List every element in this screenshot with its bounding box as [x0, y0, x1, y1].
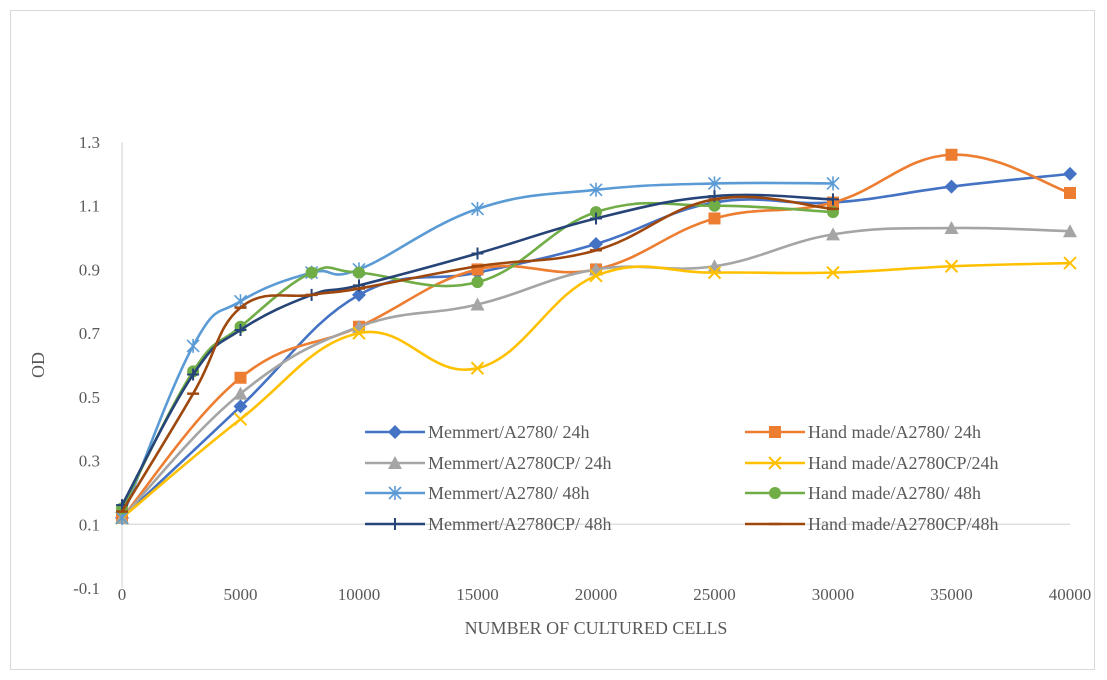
- y-tick-label: 0.1: [79, 515, 100, 534]
- series-line: [120, 193, 835, 507]
- data-point: [944, 221, 959, 235]
- legend-marker: [769, 487, 781, 499]
- data-point: [471, 276, 484, 289]
- data-point: [352, 326, 366, 340]
- legend-item: Memmert/A2780/ 48h: [365, 483, 589, 503]
- legend-item: Memmert/A2780/ 24h: [365, 422, 589, 442]
- data-point: [944, 259, 959, 273]
- legend-label: Memmert/A2780CP/ 48h: [428, 514, 612, 534]
- x-tick-label: 10000: [338, 585, 381, 604]
- data-point: [187, 368, 200, 381]
- legend-item: Hand made/A2780/ 48h: [745, 483, 981, 503]
- data-point: [590, 212, 602, 225]
- y-tick-label: 0.7: [79, 324, 101, 343]
- series-line: [120, 172, 1072, 520]
- data-point: [589, 236, 603, 251]
- legend-item: Hand made/A2780CP/48h: [745, 514, 999, 534]
- data-point: [234, 371, 247, 384]
- data-point: [708, 199, 721, 212]
- data-point: [353, 266, 365, 279]
- x-axis-title: NUMBER OF CULTURED CELLS: [465, 618, 728, 638]
- series-layer: [115, 148, 1077, 525]
- data-point: [590, 206, 602, 219]
- legend-label: Hand made/A2780CP/24h: [808, 453, 999, 473]
- data-point: [233, 399, 248, 414]
- series-line: [120, 201, 835, 510]
- data-point: [233, 386, 248, 400]
- data-point: [305, 266, 318, 279]
- x-tick-label: 0: [118, 585, 127, 604]
- y-tick-label: 0.9: [79, 260, 100, 279]
- data-point: [708, 212, 721, 225]
- x-tick-label: 20000: [575, 585, 618, 604]
- data-point: [826, 176, 840, 191]
- x-tick-label: 40000: [1049, 585, 1092, 604]
- legend-label: Hand made/A2780/ 48h: [808, 483, 981, 503]
- series-7: [116, 190, 839, 512]
- series-line: [120, 181, 835, 520]
- legend-label: Memmert/A2780CP/ 24h: [428, 453, 612, 473]
- legend-label: Memmert/A2780/ 24h: [428, 422, 589, 442]
- legend-marker: [389, 518, 401, 530]
- legend: Memmert/A2780/ 24h Hand made/A2780/ 24h Me…: [365, 422, 999, 534]
- data-point: [1063, 224, 1077, 238]
- data-point: [470, 361, 485, 375]
- series-line: [120, 195, 835, 513]
- data-point: [589, 182, 603, 197]
- y-tick-label: 1.3: [79, 133, 100, 152]
- legend-label: Memmert/A2780/ 48h: [428, 483, 589, 503]
- data-point: [589, 269, 603, 283]
- legend-marker: [388, 425, 402, 439]
- series-line: [120, 226, 1072, 520]
- data-point: [827, 193, 839, 206]
- x-tick-label: 25000: [693, 585, 736, 604]
- legend-item: Memmert/A2780CP/ 24h: [365, 453, 612, 473]
- legend-label: Hand made/A2780/ 24h: [808, 422, 981, 442]
- legend-marker: [388, 486, 402, 500]
- data-point: [234, 323, 247, 336]
- legend-marker: [388, 456, 402, 469]
- data-point: [233, 412, 248, 426]
- chart-frame: [10, 10, 1095, 670]
- data-point: [186, 338, 200, 353]
- x-tick-label: 35000: [930, 585, 973, 604]
- data-point: [707, 176, 722, 191]
- data-point: [1064, 186, 1076, 199]
- y-axis-title: OD: [28, 352, 48, 378]
- data-point: [944, 179, 959, 194]
- series-8: [116, 195, 839, 513]
- data-point: [1063, 256, 1077, 270]
- series-line: [120, 261, 1072, 520]
- x-tick-label: 30000: [812, 585, 855, 604]
- y-tick-label: 1.1: [79, 197, 100, 216]
- data-point: [826, 227, 840, 241]
- data-point: [470, 201, 485, 216]
- legend-marker: [769, 426, 781, 438]
- data-point: [707, 265, 722, 280]
- data-point: [352, 287, 366, 302]
- y-tick-label: -0.1: [73, 579, 100, 598]
- data-point: [826, 265, 840, 280]
- legend-item: Hand made/A2780/ 24h: [745, 422, 981, 442]
- x-tick-label: 15000: [456, 585, 499, 604]
- legend-marker: [768, 456, 782, 470]
- data-point: [471, 247, 484, 260]
- data-point: [945, 148, 958, 161]
- data-point: [1063, 166, 1077, 181]
- data-point: [470, 297, 485, 311]
- legend-item: Hand made/A2780CP/24h: [745, 453, 999, 473]
- legend-item: Memmert/A2780CP/ 48h: [365, 514, 612, 534]
- y-tick-label: 0.3: [79, 452, 100, 471]
- x-tick-label: 5000: [224, 585, 258, 604]
- y-tick-label: 0.5: [79, 388, 100, 407]
- legend-label: Hand made/A2780CP/48h: [808, 514, 999, 534]
